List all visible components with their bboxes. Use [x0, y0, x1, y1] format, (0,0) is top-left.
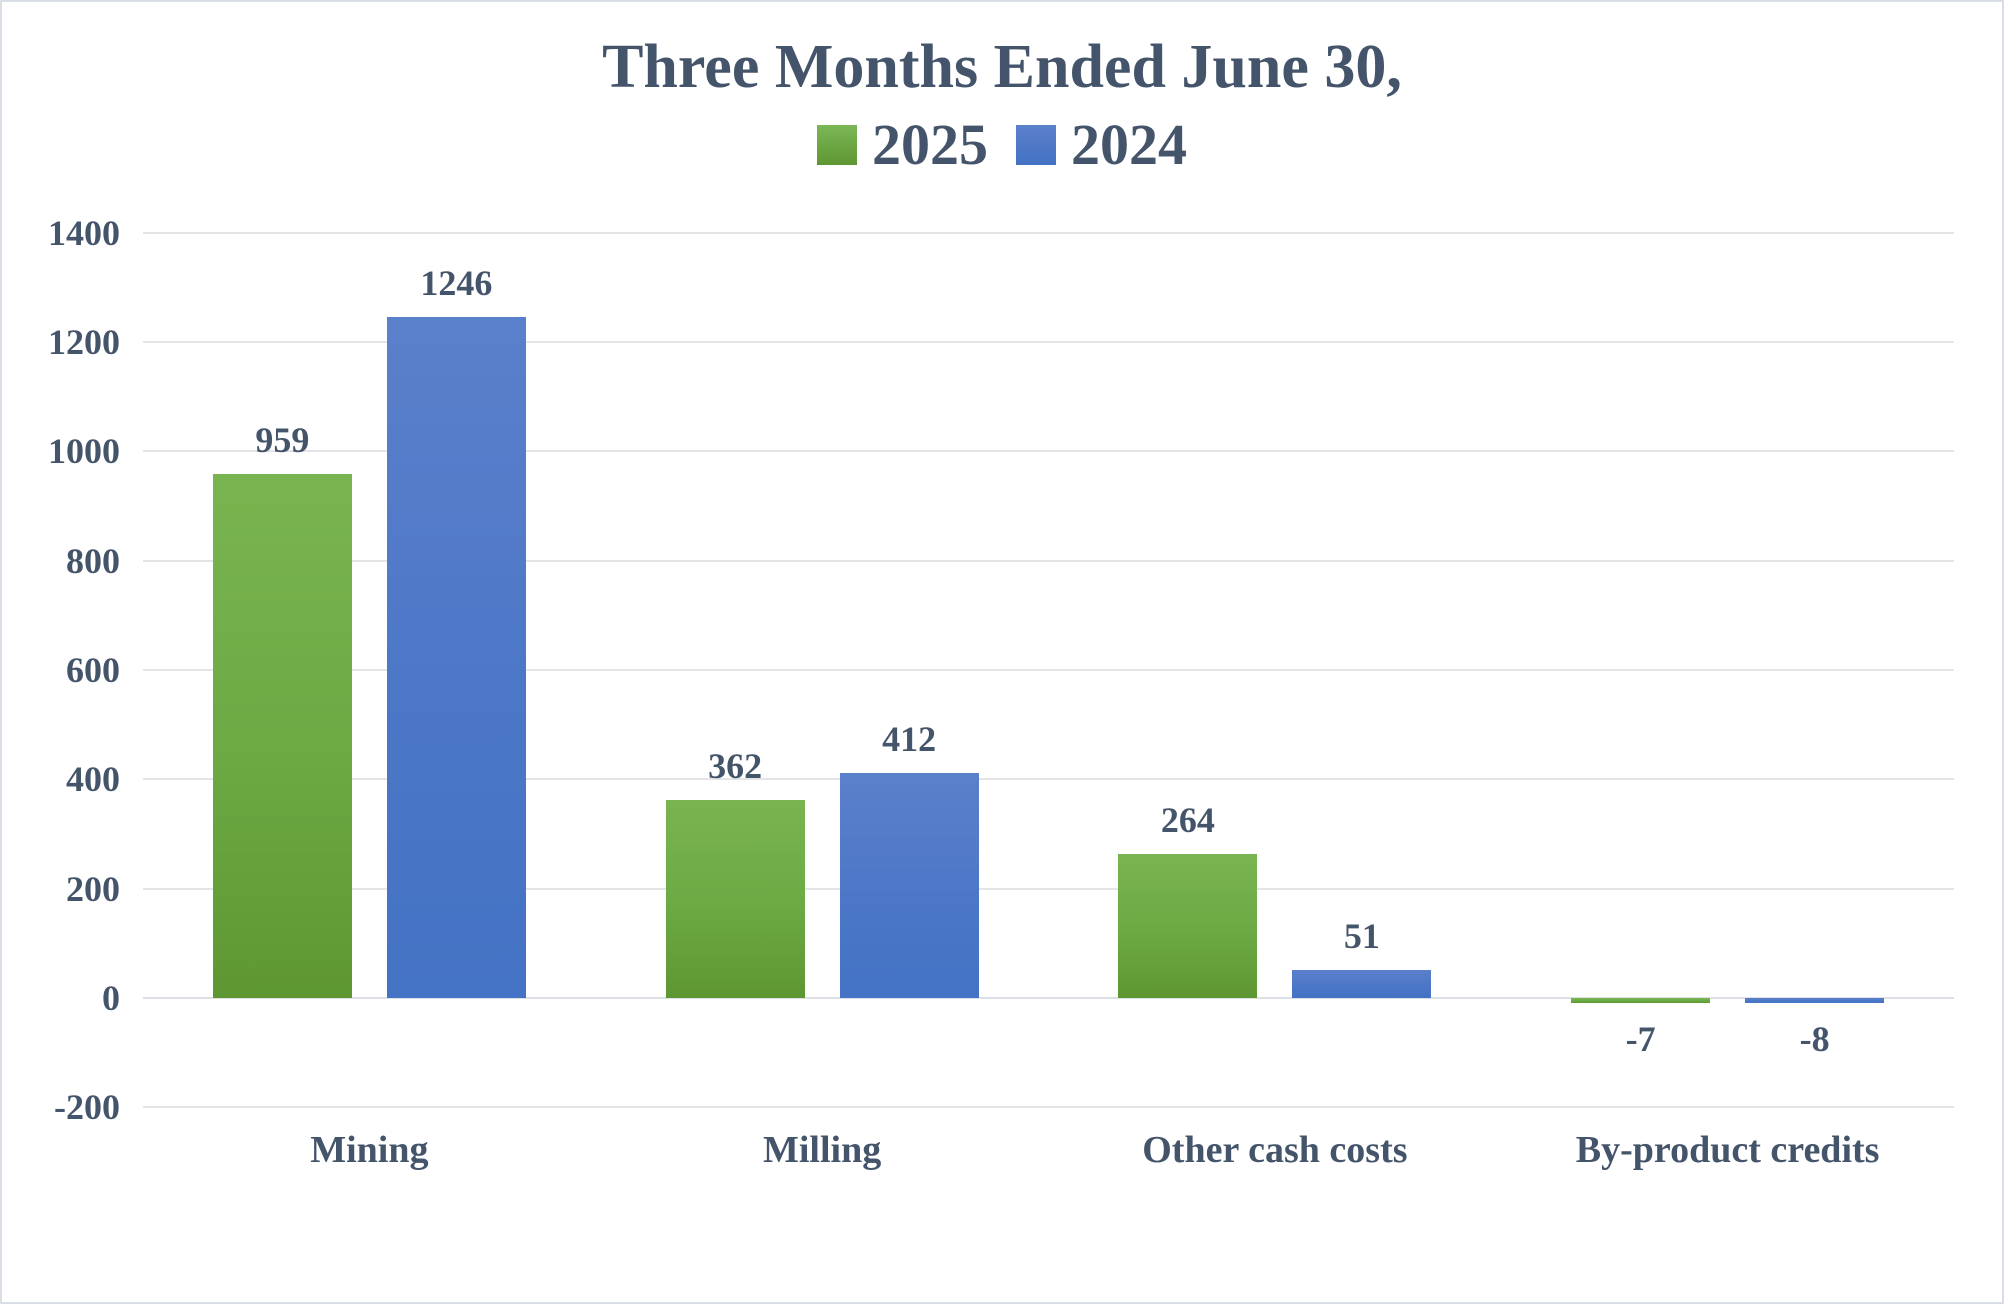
- y-axis-tick-label: 1000: [48, 431, 120, 472]
- category-label: Mining: [310, 1129, 429, 1171]
- bar-2025-milling: [665, 800, 805, 998]
- gridline: [143, 997, 1954, 999]
- y-axis-tick-label: 800: [66, 540, 120, 581]
- data-label: -7: [1625, 1019, 1656, 1059]
- gridline: [143, 778, 1954, 781]
- data-label: -8: [1799, 1019, 1830, 1059]
- legend-swatch-icon: [1016, 125, 1056, 165]
- y-axis-tick-label: 200: [66, 868, 120, 909]
- legend-item-2024: 2024: [1016, 116, 1187, 174]
- data-label: 1246: [420, 262, 493, 303]
- gridline: [143, 341, 1954, 344]
- y-axis-tick-label: 1400: [48, 212, 120, 253]
- data-label: 362: [708, 746, 763, 787]
- category-label: Other cash costs: [1142, 1129, 1408, 1171]
- bar-2025-other-cash-costs: [1118, 853, 1258, 998]
- bar-2024-other-cash-costs: [1292, 970, 1432, 998]
- category-label: Milling: [763, 1129, 882, 1171]
- legend-label: 2024: [1071, 112, 1187, 177]
- gridline: [143, 669, 1954, 672]
- y-axis-tick-label: -200: [54, 1087, 120, 1128]
- gridline: [143, 450, 1954, 453]
- gridline: [143, 231, 1954, 234]
- y-axis-tick-label: 400: [66, 759, 120, 800]
- legend-label: 2025: [872, 112, 988, 177]
- gridline: [143, 1106, 1954, 1109]
- bar-2024-by-product-credits: [1745, 998, 1885, 1003]
- legend-swatch-icon: [817, 125, 857, 165]
- bar-2024-mining: [386, 316, 526, 998]
- chart-legend: 2025 2024: [2, 112, 2002, 178]
- chart-title: Three Months Ended June 30,: [602, 33, 1402, 101]
- y-axis-tick-label: 0: [102, 978, 120, 1018]
- legend-item-2025: 2025: [817, 116, 988, 174]
- y-axis-tick-label: 600: [66, 650, 120, 691]
- data-label: 412: [882, 718, 937, 759]
- category-label: By-product credits: [1575, 1129, 1880, 1171]
- gridline: [143, 559, 1954, 562]
- bar-2025-by-product-credits: [1571, 998, 1711, 1003]
- bar-2025-mining: [212, 473, 352, 998]
- y-axis-tick-label: 1200: [48, 322, 120, 363]
- data-label: 264: [1160, 799, 1215, 840]
- data-label: 51: [1343, 916, 1380, 957]
- bar-2024-milling: [839, 772, 979, 998]
- gridline: [143, 887, 1954, 890]
- data-label: 959: [255, 419, 310, 460]
